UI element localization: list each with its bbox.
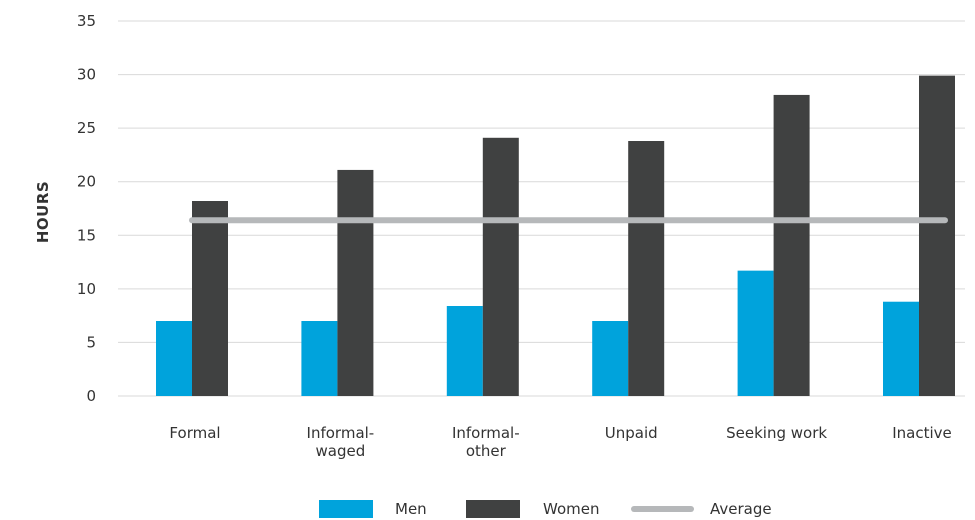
- bar-women: [482, 137, 519, 397]
- bar-men: [592, 321, 629, 396]
- y-tick-label: 15: [77, 226, 96, 244]
- y-tick-label: 20: [77, 173, 96, 191]
- x-category-label: Seeking work: [726, 424, 827, 442]
- bar-women: [337, 169, 374, 396]
- y-axis-ticks: 0 5 10 15 20 25 30 35: [77, 12, 96, 405]
- bars: [156, 75, 955, 397]
- legend-women-label: Women: [543, 500, 599, 518]
- legend-men-swatch: [319, 500, 373, 518]
- legend: Men Women Average: [319, 500, 772, 518]
- bar-women: [628, 141, 665, 396]
- x-category-label: Informal-waged: [307, 424, 375, 460]
- y-tick-label: 25: [77, 119, 96, 137]
- x-category-label: Formal: [169, 424, 220, 442]
- bar-men: [301, 321, 338, 396]
- legend-women-swatch: [466, 500, 520, 518]
- bar-women: [192, 201, 228, 396]
- x-category-label: Unpaid: [605, 424, 658, 442]
- y-tick-label: 35: [77, 12, 96, 30]
- x-category-label: Informal-other: [452, 424, 520, 460]
- y-tick-label: 0: [86, 387, 96, 405]
- bar-women: [773, 94, 810, 396]
- bar-men: [737, 270, 774, 396]
- y-axis-label: HOURS: [34, 181, 52, 243]
- bar-men: [156, 321, 192, 396]
- x-axis-categories: Formal Informal-waged Informal-other Unpaid…: [169, 424, 951, 460]
- x-category-label: Inactive: [892, 424, 952, 442]
- legend-men-label: Men: [395, 500, 427, 518]
- bar-women: [919, 75, 955, 397]
- bar-men: [446, 306, 483, 396]
- y-tick-label: 10: [77, 280, 96, 298]
- y-tick-label: 30: [77, 66, 96, 84]
- y-tick-label: 5: [86, 333, 96, 351]
- legend-average-label: Average: [710, 500, 772, 518]
- bar-men: [883, 301, 919, 396]
- gridlines: [118, 20, 965, 397]
